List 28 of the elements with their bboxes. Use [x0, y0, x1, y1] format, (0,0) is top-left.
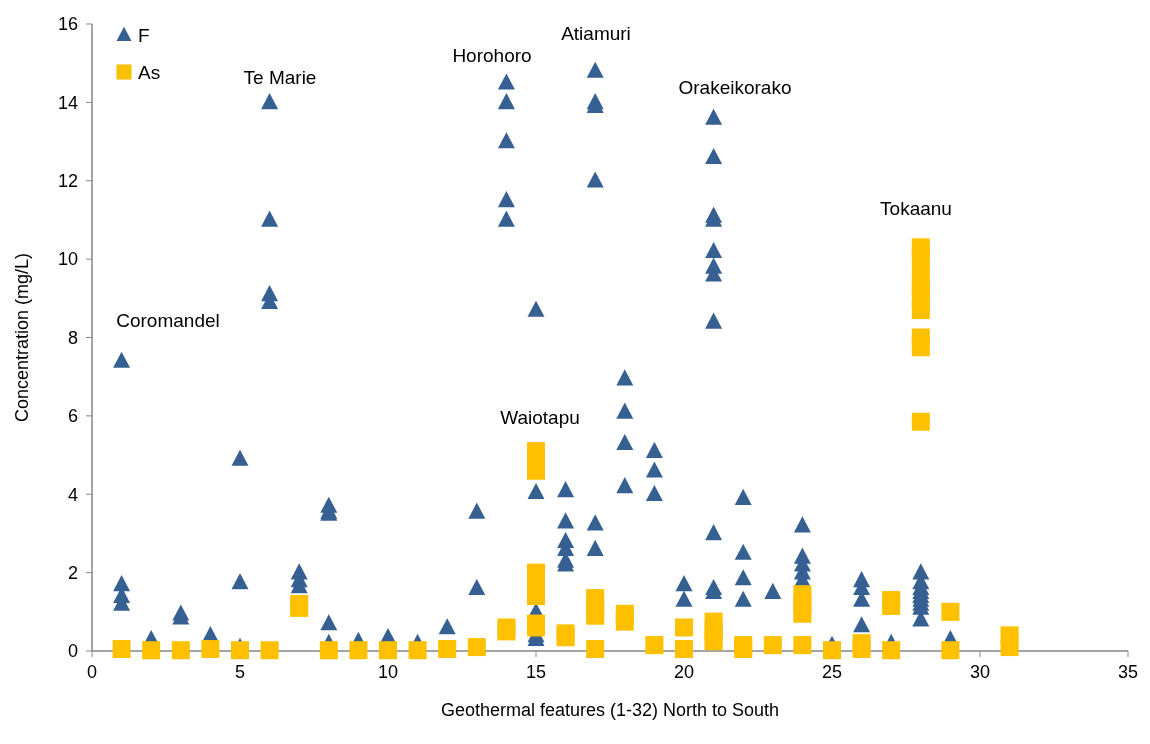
y-tick-label: 6 — [67, 406, 78, 427]
x-tick-label: 5 — [234, 662, 246, 682]
y-axis-title: Concentration (mg/L) — [12, 252, 32, 423]
y-tick-label: 8 — [67, 327, 78, 348]
y-tick-label: 4 — [67, 484, 78, 505]
annotation: Tokaanu — [880, 197, 952, 219]
x-tick-label: 35 — [1117, 662, 1139, 682]
x-tick-label: 0 — [86, 662, 98, 682]
annotation: Horohoro — [452, 44, 532, 66]
annotation: Coromandel — [116, 309, 220, 331]
x-tick-label: 30 — [969, 662, 991, 682]
annotation: Atiamuri — [561, 22, 631, 44]
legend-label: As — [138, 61, 161, 83]
x-tick-label: 25 — [821, 662, 843, 682]
y-tick-label: 16 — [57, 14, 78, 35]
x-tick-label: 10 — [377, 662, 399, 682]
x-axis-title: Geothermal features (1-32) North to South — [440, 700, 780, 720]
x-tick-label: 15 — [525, 662, 547, 682]
x-tick-label: 20 — [673, 662, 695, 682]
y-tick-label: 10 — [57, 249, 78, 270]
annotation: Te Marie — [243, 66, 317, 88]
y-tick-label: 14 — [57, 92, 78, 113]
legend-label: F — [138, 24, 150, 46]
y-tick-label: 0 — [67, 641, 78, 662]
y-tick-label: 12 — [57, 171, 78, 192]
annotation: Waiotapu — [500, 406, 580, 428]
annotation: Orakeikorako — [678, 76, 792, 98]
y-tick-label: 2 — [67, 562, 78, 583]
